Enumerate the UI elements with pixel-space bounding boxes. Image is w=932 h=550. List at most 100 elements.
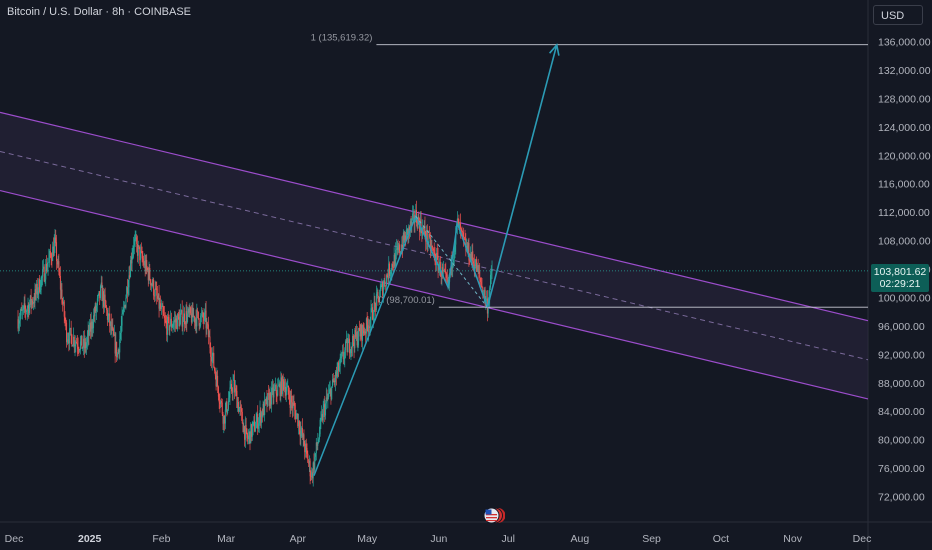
candle-body [59,276,61,290]
candle-body [149,267,151,280]
candle-body [199,325,201,327]
us-flag-icon[interactable] [483,507,505,524]
candle-body [86,336,88,343]
candle-body [336,370,338,377]
candle-body [372,319,374,321]
candle-body [228,397,230,401]
time-axis[interactable]: Dec 2025 Feb Mar Apr May Jun Jul Aug Sep Oct Nov Dec [5,533,872,545]
candle-body [360,325,362,337]
candle-body [459,223,461,229]
candle-body [61,289,63,304]
candle-body [241,411,243,424]
candle-body [264,399,266,401]
candle-body [154,288,156,297]
candle-body [456,218,458,225]
candle-body [261,412,263,423]
candle-body [171,326,173,328]
candle-body [399,244,401,254]
candle-body [217,386,219,397]
candle-body [176,318,178,330]
candle-body [420,219,422,230]
candle-body [383,280,385,288]
candle-body [38,279,40,292]
candle-body [129,275,131,278]
candle-body [181,310,183,327]
candle-body [19,320,21,324]
candle-body [392,267,394,269]
candle-body [255,421,257,429]
candle-body [151,283,153,286]
last-price-tag: 103,801.62 02:29:21 [871,264,929,292]
candle-body [234,379,236,393]
candle-body [461,229,463,231]
y-tick-label: 96,000.00 [878,321,925,333]
price-axis[interactable]: 136,000.00 132,000.00 128,000.00 124,000.00… [878,37,931,504]
candle-body [115,341,117,354]
candle-body [372,307,374,320]
candle-body [224,415,226,424]
candle-body [479,277,481,282]
candle-body [305,443,307,448]
zigzag-pattern[interactable] [313,214,489,476]
candle-body [294,410,296,420]
fib-levels[interactable]: 1 (135,619.32) 0 (98,700.01) [311,33,868,308]
candle-body [116,341,118,358]
candle-body [22,309,24,311]
candle-body [482,287,484,296]
candle-body [339,357,341,367]
candle-body [194,318,196,323]
candle-body [40,277,42,290]
candle-body [422,227,424,230]
candle-body [122,311,124,314]
candle-body [169,325,171,331]
candle-body [135,237,137,239]
y-tick-label: 136,000.00 [878,37,931,49]
candle-body [32,302,34,304]
candle-body [158,293,160,309]
candle-body [163,312,165,316]
candle-body [23,303,25,307]
candle-body [380,285,382,290]
candle-body [31,300,33,305]
candle-body [49,251,51,256]
candle-body [384,280,386,286]
candle-body [266,397,268,406]
candle-body [226,401,228,414]
candle-body [233,379,235,381]
candle-body [329,388,331,390]
candle-body [63,301,65,317]
projection-arrow-line[interactable] [486,44,558,308]
candle-body [272,387,274,398]
projection-arrow[interactable] [486,43,560,308]
candle-body [378,296,380,302]
candle-body [121,313,123,326]
channel-lower-line[interactable] [0,189,869,400]
candle-body [164,317,166,321]
zigzag-line[interactable] [313,214,489,476]
candle-body [356,331,358,346]
candle-body [319,419,321,435]
candle-body [359,331,361,337]
candle-body [230,384,232,388]
candle-body [215,375,217,387]
candle-body [133,239,135,246]
candle-body [362,325,364,341]
candle-body [84,342,86,349]
candle-body [138,245,140,247]
candle-body [247,437,249,440]
candle-body [66,339,68,343]
candle-body [335,371,337,383]
candle-body [401,244,403,252]
candle-body [346,339,348,353]
candle-body [435,262,437,265]
candle-body [216,375,218,387]
candle-body [130,260,132,278]
candle-body [155,288,157,290]
candle-body [277,385,279,396]
candle-body [182,321,184,327]
currency-button[interactable]: USD [873,5,923,25]
candle-body [295,414,297,420]
channel-upper-line[interactable] [0,111,869,322]
candle-body [385,285,387,287]
